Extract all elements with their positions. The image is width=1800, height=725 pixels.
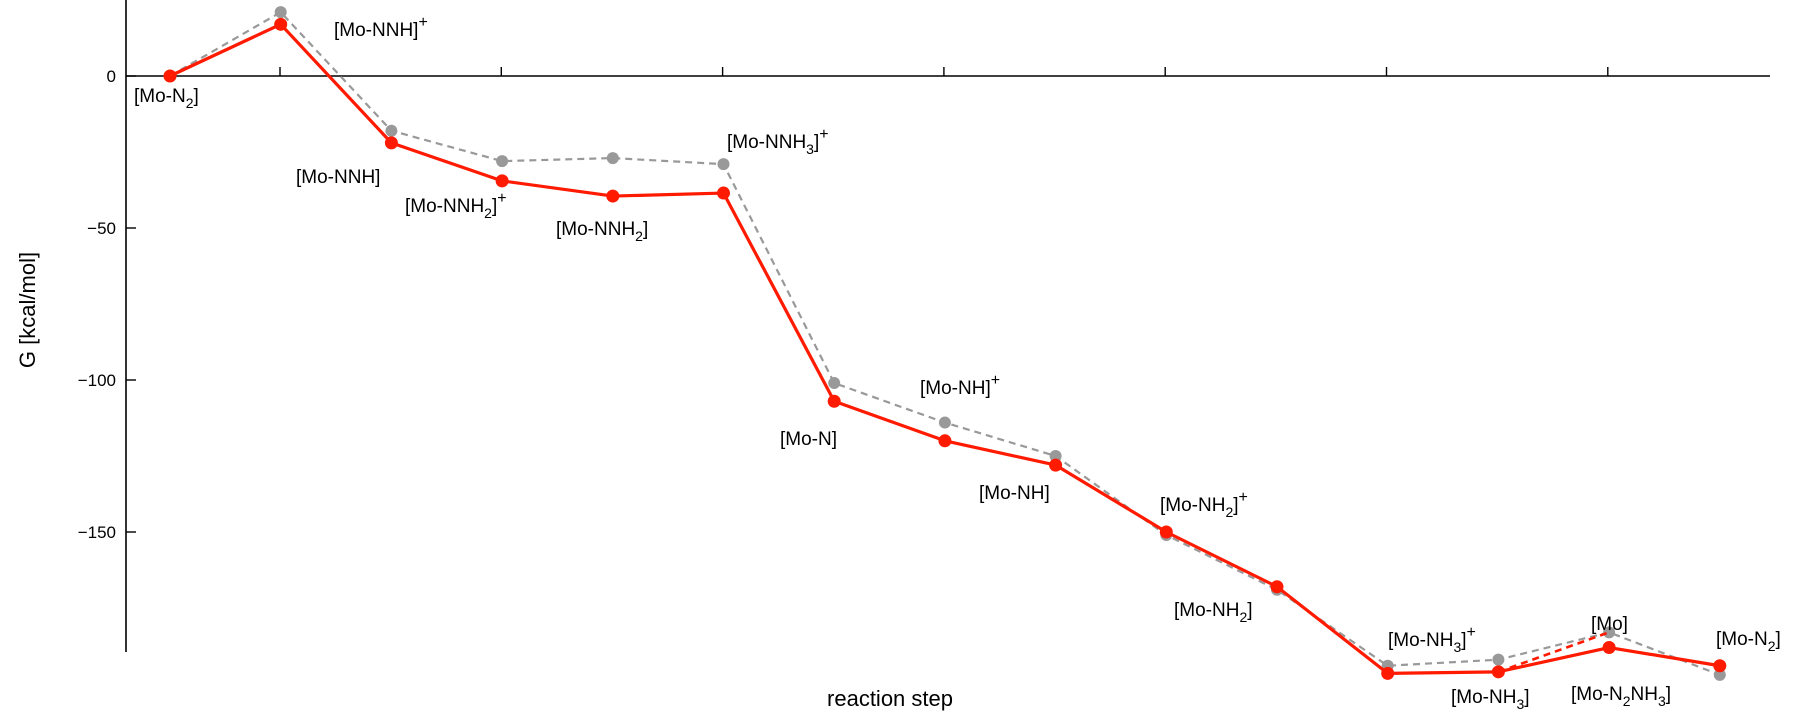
data-point bbox=[1270, 580, 1284, 594]
species-label: [Mo-N2] bbox=[1716, 629, 1781, 654]
data-point bbox=[606, 152, 619, 165]
data-point bbox=[1049, 450, 1062, 462]
series-grey bbox=[164, 6, 1726, 681]
species-label: [Mo-NH2] bbox=[1174, 600, 1253, 625]
data-point bbox=[495, 174, 509, 188]
y-tick-label: −100 bbox=[78, 371, 116, 390]
data-point bbox=[384, 136, 398, 150]
data-point bbox=[274, 17, 288, 31]
data-point bbox=[1381, 666, 1395, 680]
series-line bbox=[169, 22, 1721, 675]
branch-line bbox=[1497, 631, 1610, 674]
data-point bbox=[1602, 641, 1616, 655]
species-label: [Mo-NH3] bbox=[1451, 687, 1530, 712]
species-label: [Mo-N] bbox=[780, 429, 837, 450]
data-point bbox=[163, 69, 177, 83]
species-label: [Mo-N2NH3] bbox=[1571, 684, 1671, 709]
species-label: [Mo-N2] bbox=[134, 86, 199, 111]
data-point bbox=[938, 416, 951, 429]
axes: 0 −50 −100 −150 bbox=[78, 0, 1770, 652]
x-axis-label: reaction step bbox=[827, 686, 953, 711]
data-point bbox=[938, 434, 952, 448]
series-red bbox=[163, 17, 1727, 680]
y-tick-label: 0 bbox=[107, 67, 116, 86]
data-point bbox=[1713, 659, 1727, 673]
y-axis-label: G [kcal/mol] bbox=[15, 252, 40, 368]
species-label: [Mo] bbox=[1591, 614, 1628, 635]
data-point bbox=[1159, 525, 1173, 539]
data-point bbox=[385, 124, 398, 137]
species-label: [Mo-NNH3]+ bbox=[727, 126, 829, 157]
series-line bbox=[169, 11, 1721, 676]
data-point bbox=[717, 186, 730, 200]
species-label: [Mo-NNH] bbox=[296, 167, 380, 188]
data-point bbox=[1713, 668, 1726, 681]
species-label: [Mo-NNH2] bbox=[556, 219, 648, 244]
data-point bbox=[496, 155, 509, 168]
data-point bbox=[1603, 626, 1616, 639]
species-label: [Mo-NNH]+ bbox=[334, 14, 428, 41]
species-label: [Mo-NNH2]+ bbox=[405, 190, 507, 221]
species-label: [Mo-NH] bbox=[979, 483, 1050, 504]
series-layer bbox=[163, 6, 1727, 681]
data-point bbox=[1492, 653, 1505, 666]
y-tick-label: −50 bbox=[87, 219, 116, 238]
data-point bbox=[1049, 458, 1063, 472]
species-label: [Mo-NH]+ bbox=[920, 372, 1000, 399]
data-point bbox=[274, 6, 287, 19]
data-point bbox=[717, 158, 730, 171]
species-label: [Mo-NH3]+ bbox=[1388, 624, 1476, 655]
data-point bbox=[827, 394, 841, 408]
label-layer: [Mo-N2] [Mo-NNH]+ [Mo-NNH] [Mo-NNH2]+ [Mo-NN… bbox=[134, 14, 1781, 712]
data-point bbox=[828, 377, 841, 390]
y-tick-label: −150 bbox=[78, 523, 116, 542]
species-label: [Mo-NH2]+ bbox=[1160, 489, 1248, 520]
data-point bbox=[606, 189, 620, 203]
